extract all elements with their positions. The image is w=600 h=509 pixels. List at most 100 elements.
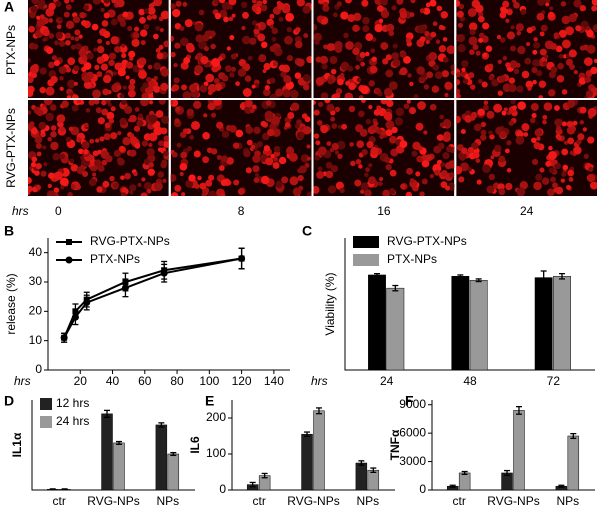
cell [536, 70, 543, 77]
bar [553, 276, 571, 371]
cell [446, 45, 455, 55]
cell [35, 142, 42, 150]
cell [83, 122, 89, 128]
cell [256, 141, 263, 148]
cell [266, 18, 274, 27]
cell [162, 140, 169, 148]
cell [481, 81, 488, 88]
cell [358, 110, 365, 118]
cell [56, 24, 62, 30]
micrograph [456, 100, 597, 196]
cell [506, 31, 516, 40]
cell [436, 134, 444, 141]
cell [230, 66, 237, 72]
cell [586, 173, 596, 183]
cell [429, 0, 437, 7]
cell [75, 43, 82, 50]
cell [198, 9, 205, 16]
x-tick-label: 24 [380, 374, 394, 388]
cell [405, 191, 413, 196]
cell [516, 30, 522, 36]
cell [256, 6, 262, 13]
cell [429, 174, 434, 179]
cell [394, 117, 404, 126]
cell [482, 22, 490, 30]
cell [383, 156, 390, 163]
cell [475, 4, 484, 13]
cell [478, 37, 484, 43]
cell [542, 61, 548, 66]
cell [413, 94, 419, 98]
cell [377, 181, 383, 187]
cell [508, 84, 517, 93]
cell [516, 85, 524, 93]
cell [208, 174, 215, 181]
cell [385, 120, 395, 130]
cell [269, 13, 275, 19]
cell [188, 174, 196, 182]
cell [101, 159, 108, 166]
cell [586, 29, 594, 38]
cell [552, 182, 558, 189]
cell [290, 102, 300, 111]
cell [468, 22, 478, 31]
cell [31, 156, 38, 163]
cell [273, 145, 281, 153]
cell [93, 47, 98, 52]
cell [395, 107, 405, 117]
cell [285, 146, 295, 155]
cell [538, 80, 547, 88]
cell [39, 14, 45, 20]
cell [380, 100, 388, 105]
cell [537, 0, 546, 6]
cell [306, 191, 312, 196]
cell [262, 132, 270, 141]
cell [85, 108, 91, 113]
cell [278, 64, 286, 72]
cell [174, 184, 182, 192]
cell [119, 93, 125, 98]
cell [419, 191, 425, 196]
cell [540, 24, 548, 32]
cell [425, 2, 431, 8]
cell [45, 112, 54, 122]
cell [43, 162, 48, 167]
cell [363, 189, 372, 196]
cell [155, 48, 161, 53]
cell [525, 80, 534, 89]
cell [226, 157, 234, 165]
cell [296, 0, 305, 7]
cell [219, 9, 228, 18]
cell [467, 167, 472, 172]
cell [385, 69, 394, 78]
cell [160, 127, 168, 135]
cell [94, 159, 102, 167]
cell [170, 173, 177, 182]
cell [391, 126, 398, 134]
cell [517, 45, 526, 55]
cell [473, 123, 482, 132]
cell [287, 111, 295, 120]
cell [179, 26, 185, 31]
cell [424, 30, 430, 37]
cell [288, 152, 298, 162]
cell [271, 128, 281, 137]
cell [189, 134, 194, 140]
column-label: 8 [238, 204, 245, 218]
cell [171, 151, 178, 158]
y-tick-label: 0 [419, 482, 426, 496]
cell [244, 75, 252, 82]
cell [173, 77, 180, 84]
cell [350, 160, 356, 167]
cell [360, 189, 365, 194]
cell [385, 54, 392, 61]
cell [101, 108, 109, 116]
cell [547, 11, 555, 19]
cell [121, 53, 127, 59]
cell [175, 106, 181, 112]
cell [546, 188, 555, 196]
cell [506, 140, 512, 146]
cell [34, 136, 43, 144]
cell [235, 81, 240, 87]
